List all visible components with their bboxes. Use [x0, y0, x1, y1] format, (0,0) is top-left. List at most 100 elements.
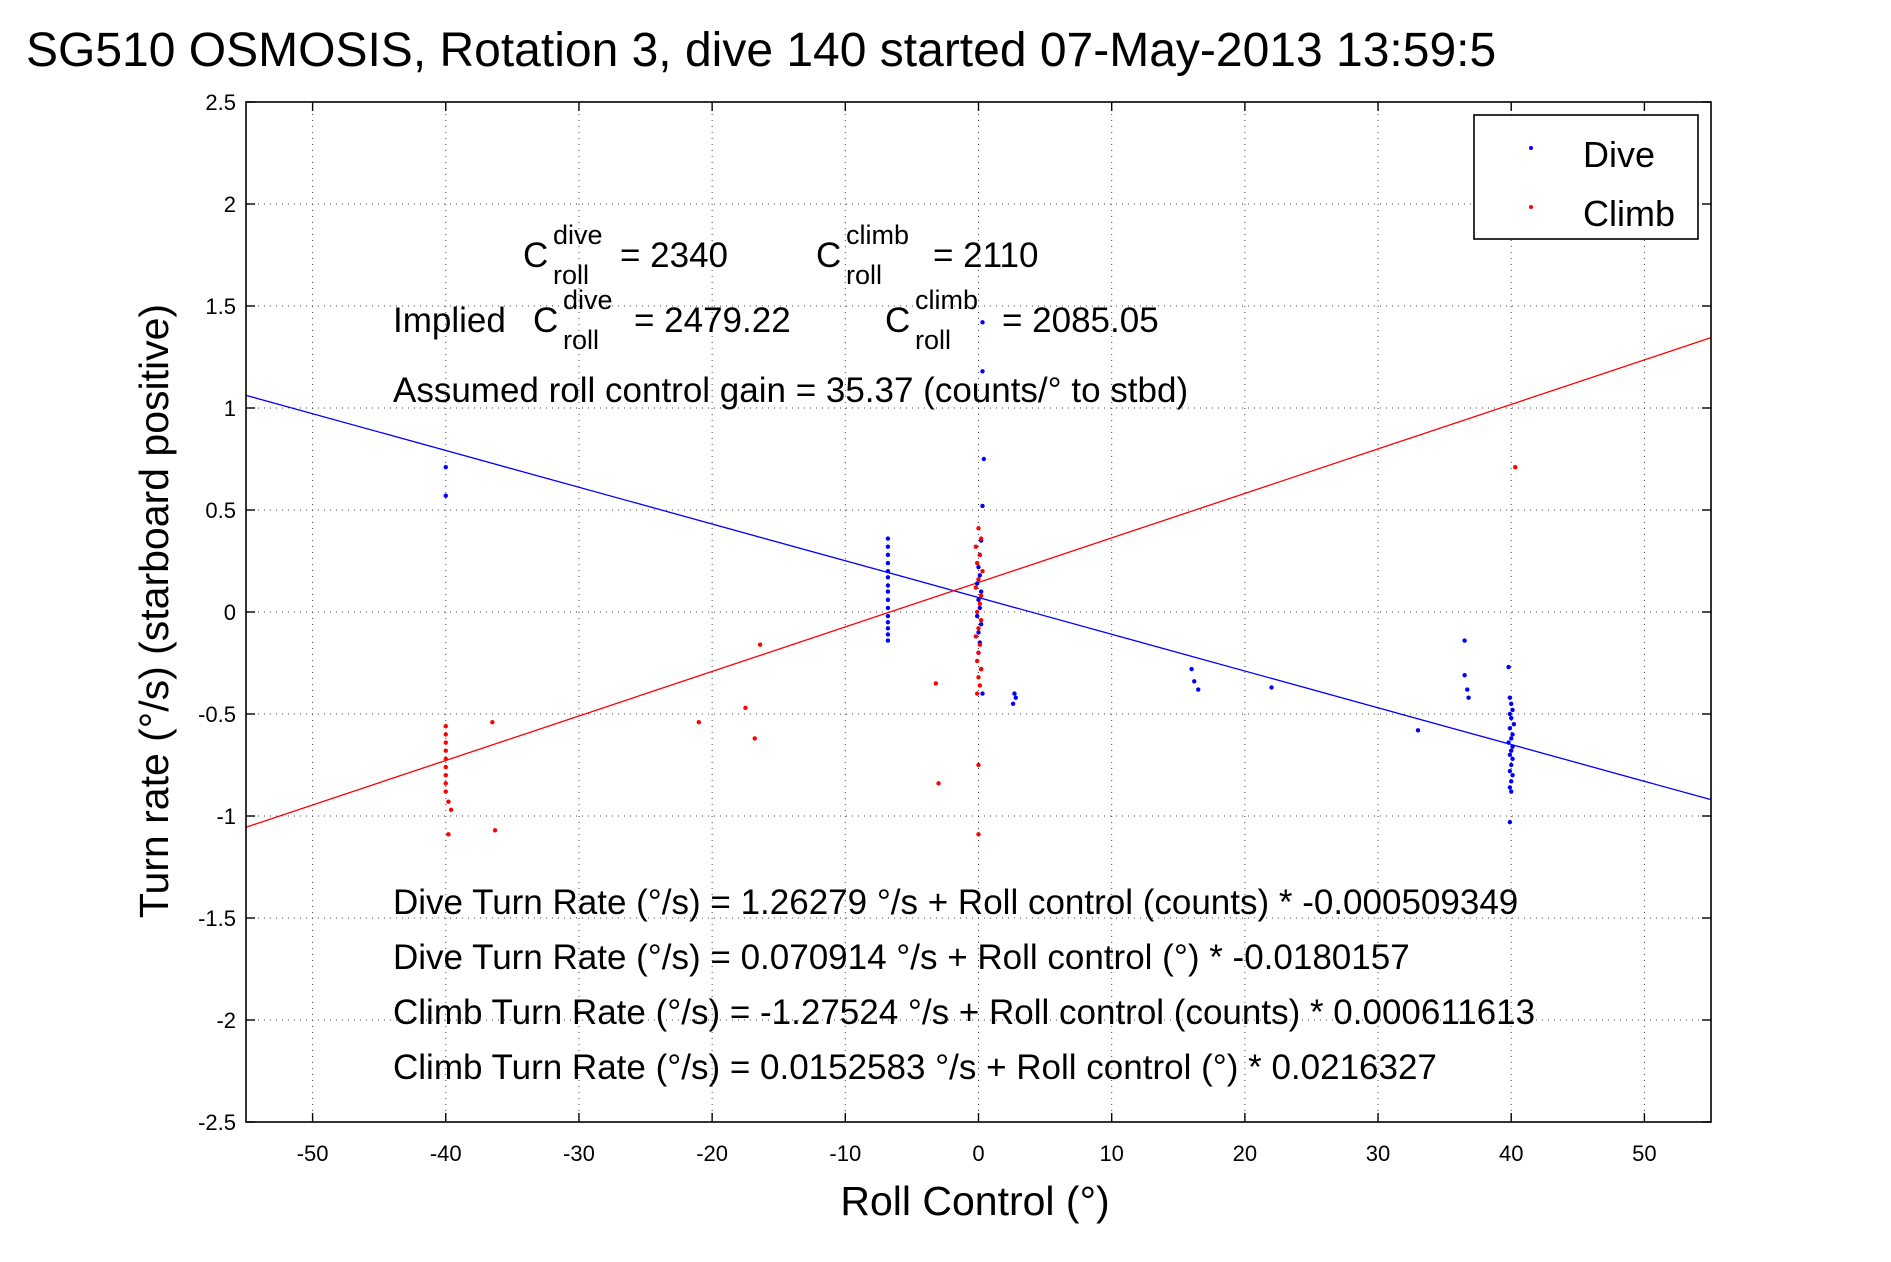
climb-data-point	[443, 789, 448, 794]
y-tick-label: 0.5	[205, 498, 236, 523]
dive-data-point	[885, 560, 891, 566]
c-roll-climb-letter: C	[816, 236, 841, 275]
dive-data-point	[885, 544, 891, 549]
dive-data-point	[1507, 819, 1513, 825]
climb-data-point	[752, 736, 757, 741]
legend-box	[1473, 114, 1699, 240]
x-tick-label: 30	[1366, 1141, 1390, 1166]
y-tick-label: 1.5	[205, 294, 236, 319]
legend-dive-label: Dive	[1583, 134, 1655, 175]
climb-data-point	[978, 593, 984, 598]
climb-data-point	[443, 781, 448, 786]
climb-data-point	[978, 617, 984, 623]
climb-data-point	[443, 748, 448, 753]
climb-data-point	[448, 807, 454, 813]
dive-data-point	[885, 632, 891, 637]
data-points	[443, 320, 1518, 837]
y-tick-label: 2	[224, 192, 236, 217]
dive-data-point	[1462, 673, 1467, 678]
equation-dive-counts: Dive Turn Rate (°/s) = 1.26279 °/s + Rol…	[393, 883, 1518, 922]
x-tick-label: 10	[1099, 1141, 1123, 1166]
climb-data-point	[978, 666, 984, 672]
climb-data-point	[757, 642, 763, 647]
dive-data-point	[885, 613, 891, 619]
dive-data-point	[1462, 638, 1467, 643]
dive-data-point	[1509, 779, 1514, 784]
x-tick-label: 0	[972, 1141, 984, 1166]
dive-data-point	[978, 622, 984, 627]
climb-data-point	[973, 544, 979, 549]
dive-data-point	[1507, 726, 1513, 731]
c-roll-dive-sup: dive	[553, 220, 603, 250]
legend: Dive Climb	[1473, 114, 1699, 240]
x-tick-label: 40	[1499, 1141, 1523, 1166]
climb-data-point	[973, 585, 979, 590]
legend-climb-marker	[1529, 205, 1533, 209]
dive-data-point	[1465, 687, 1470, 692]
climb-data-point	[974, 609, 980, 615]
dive-data-point	[1013, 695, 1018, 700]
y-tick-label: 0	[224, 600, 236, 625]
climb-data-point	[443, 773, 448, 778]
climb-data-point	[976, 675, 981, 680]
dive-data-point	[1196, 687, 1201, 692]
dive-data-point	[1511, 722, 1517, 727]
dive-data-point	[980, 369, 985, 374]
climb-data-point	[492, 828, 498, 833]
dive-data-point	[1466, 695, 1471, 700]
climb-data-point	[977, 642, 983, 647]
dive-data-point	[976, 597, 981, 602]
dive-data-point	[885, 569, 891, 574]
dive-data-point	[974, 581, 980, 586]
dive-data-point	[980, 320, 985, 325]
climb-data-point	[933, 681, 939, 686]
dive-data-point	[885, 583, 891, 588]
climb-data-point	[490, 719, 495, 725]
dive-data-point	[1509, 748, 1514, 753]
climb-data-point	[976, 762, 981, 768]
implied-dive-value: = 2479.22	[634, 301, 791, 340]
dive-data-point	[977, 605, 983, 611]
x-tick-label: -10	[829, 1141, 861, 1166]
climb-data-point	[976, 526, 981, 531]
climb-data-point	[977, 601, 983, 607]
dive-data-point	[443, 464, 448, 470]
dive-data-point	[885, 605, 891, 611]
climb-data-point	[976, 650, 981, 655]
x-tick-label: 50	[1632, 1141, 1656, 1166]
c-roll-climb-sub: roll	[846, 260, 882, 290]
c-roll-climb-value: = 2110	[933, 236, 1038, 275]
climb-data-point	[977, 552, 983, 558]
dive-data-point	[443, 493, 448, 498]
y-tick-label: 2.5	[205, 90, 236, 115]
climb-data-point	[443, 756, 448, 762]
x-tick-label: -30	[563, 1141, 595, 1166]
dive-data-point	[981, 456, 987, 462]
climb-data-point	[443, 764, 448, 770]
dive-data-point	[974, 613, 980, 619]
implied-dive-sub: roll	[563, 325, 599, 355]
dive-data-point	[980, 691, 985, 696]
dive-data-point	[885, 597, 891, 602]
dive-data-point	[1507, 695, 1513, 700]
climb-data-point	[443, 740, 448, 745]
y-tick-label: 1	[224, 396, 236, 421]
dive-data-point	[1510, 707, 1515, 713]
dive-data-point	[1507, 752, 1513, 757]
dive-data-point	[1010, 701, 1016, 706]
climb-data-point	[1513, 464, 1518, 470]
dive-data-point	[976, 630, 981, 635]
y-tick-label: -0.5	[198, 702, 236, 727]
climb-data-point	[973, 634, 979, 639]
dive-data-point	[1507, 785, 1513, 790]
x-tick-label: -40	[430, 1141, 462, 1166]
climb-data-point	[976, 832, 981, 837]
implied-climb-letter: C	[885, 301, 910, 340]
implied-dive-letter: C	[533, 301, 558, 340]
dive-data-point	[885, 638, 891, 643]
dive-data-point	[885, 536, 891, 541]
x-tick-label: -50	[297, 1141, 329, 1166]
dive-data-point	[977, 573, 983, 578]
x-axis-label: Roll Control (°)	[840, 1178, 1109, 1224]
dive-data-point	[1509, 762, 1514, 768]
